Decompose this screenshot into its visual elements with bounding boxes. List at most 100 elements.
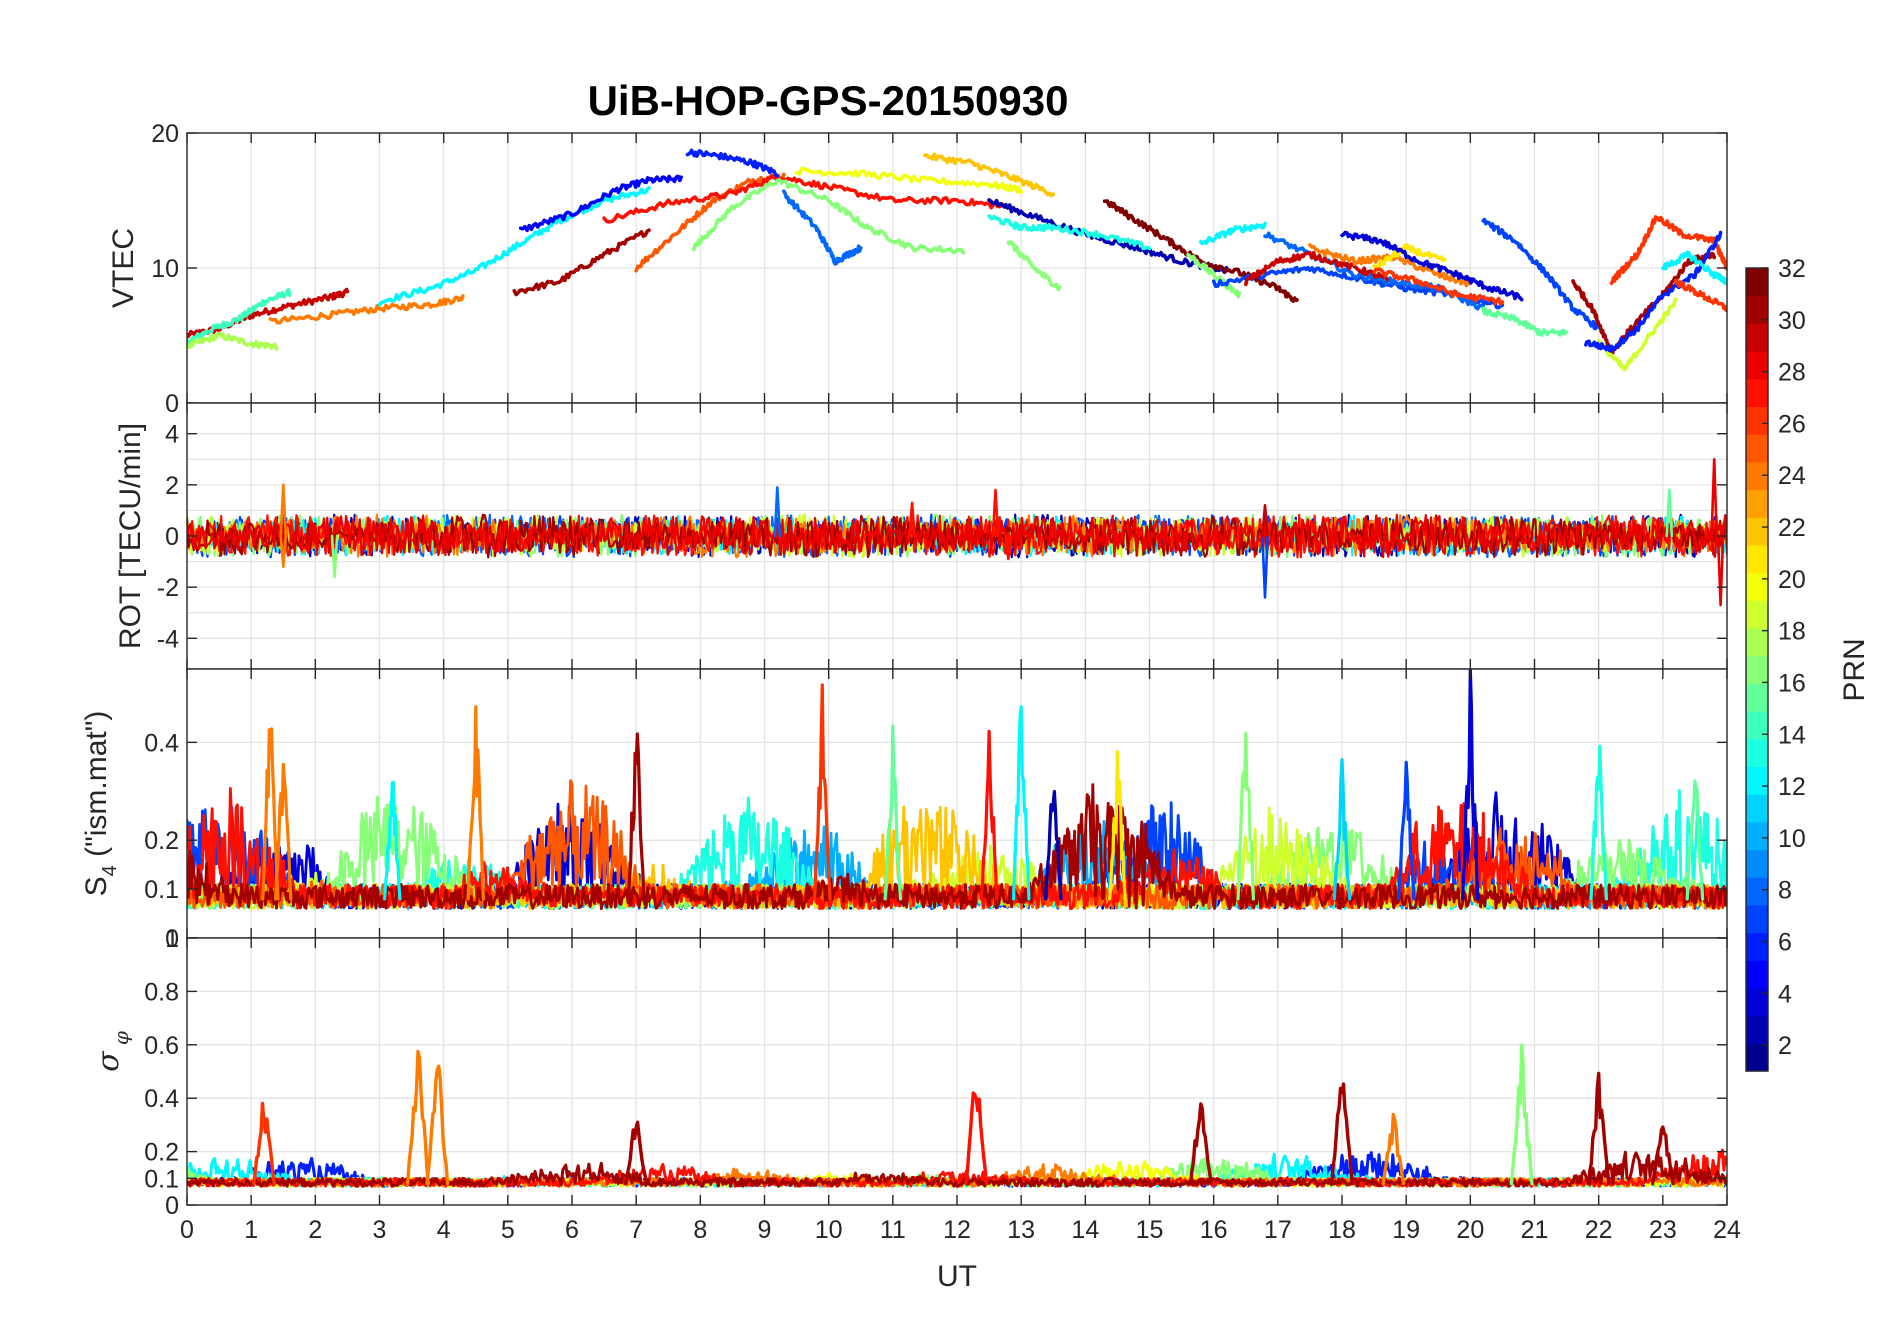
x-tick-label: 3 [373, 1216, 387, 1244]
rot-spike [1261, 534, 1269, 599]
vtec-series-prn-7 [1481, 217, 1601, 331]
rot-spike [773, 486, 782, 538]
rot-series-prn-29 [187, 513, 1727, 559]
y-tick-label: -4 [157, 625, 179, 653]
s4-peak [1589, 744, 1608, 901]
x-tick-label: 9 [758, 1216, 772, 1244]
colorbar-segment [1746, 572, 1768, 601]
colorbar-segment [1746, 406, 1768, 435]
colorbar-tick-label: 14 [1778, 721, 1806, 749]
y-tick-label: 0.1 [144, 1165, 179, 1193]
colorbar-segment [1746, 1015, 1768, 1044]
s4-peak [466, 705, 485, 901]
x-tick-label: 12 [943, 1216, 971, 1244]
colorbar-tick-label: 12 [1778, 773, 1806, 801]
colorbar-tick-label: 24 [1778, 462, 1806, 490]
s4-peak [274, 762, 293, 901]
panel-vtec-ylabel: VTEC [107, 228, 140, 308]
x-tick-label: 20 [1456, 1216, 1484, 1244]
colorbar-segment [1746, 378, 1768, 408]
y-tick-label: 0 [165, 925, 179, 953]
panel-sigma-series [187, 1043, 1727, 1188]
panel-sigma: 00.10.20.40.60.81σ φ [91, 925, 1728, 1220]
colorbar-segment [1746, 683, 1768, 712]
x-tick-label: 2 [308, 1216, 322, 1244]
s4-peak [1396, 760, 1416, 901]
rot-series-prn-8 [187, 513, 1727, 559]
x-tick-label: 22 [1585, 1216, 1613, 1244]
vtec-series-prn-26 [1673, 278, 1727, 313]
y-tick-label: 20 [151, 120, 179, 148]
vtec-series-prn-3 [1340, 230, 1524, 302]
panel-sigma-ylabel: σ φ [91, 1031, 133, 1072]
rot-spike [279, 483, 288, 538]
sigma-series-prn-31 [187, 1149, 1727, 1188]
rot-spike [330, 534, 339, 579]
colorbar-segment [1746, 517, 1768, 546]
x-tick-label: 8 [693, 1216, 707, 1244]
x-tick-label: 13 [1007, 1216, 1035, 1244]
sigma-peak [1509, 1043, 1534, 1186]
colorbar-segment [1746, 877, 1768, 906]
colorbar-tick-label: 22 [1778, 514, 1806, 542]
colorbar-tick-label: 26 [1778, 410, 1806, 438]
vtec-series-prn-5 [685, 148, 780, 178]
y-tick-label: 0.4 [144, 1085, 179, 1113]
vtec-series-prn-30 [187, 287, 350, 339]
rot-spike [1261, 504, 1269, 538]
colorbar-segment [1746, 600, 1768, 629]
vtec-series-prn-28 [602, 174, 1011, 224]
s4-series-prn-28 [187, 787, 1727, 910]
panel-rot-series [187, 458, 1727, 607]
vtec-series-prn-24 [1308, 243, 1473, 288]
colorbar-tick-label: 28 [1778, 359, 1806, 387]
x-tick-label: 11 [880, 1216, 906, 1244]
colorbar-segment [1746, 987, 1768, 1017]
y-tick-label: 0 [165, 1192, 179, 1220]
colorbar-tick-label: 30 [1778, 307, 1806, 335]
x-tick-label: 21 [1521, 1216, 1549, 1244]
colorbar-tick-label: 8 [1778, 877, 1792, 905]
s4-peak [261, 727, 280, 901]
sigma-peak [1650, 1125, 1675, 1186]
rot-spike [991, 488, 1000, 538]
vtec-series-prn-21 [1372, 243, 1447, 270]
s4-peak [1332, 758, 1352, 901]
colorbar-label: PRN [1838, 638, 1871, 701]
vtec-series-prn-5 [1584, 230, 1723, 353]
x-tick-label: 14 [1071, 1216, 1099, 1244]
vtec-series-prn-12 [377, 186, 651, 307]
panel-s4-series [187, 669, 1727, 911]
y-tick-label: 0.8 [144, 978, 179, 1006]
colorbar-tick-label: 32 [1778, 255, 1806, 283]
s4-peak [1236, 731, 1255, 901]
sigma-peak [425, 1064, 450, 1186]
vtec-series-prn-32 [1102, 199, 1299, 303]
y-tick-label: 1 [165, 925, 179, 953]
vtec-series-prn-2 [987, 198, 1229, 275]
colorbar-segment [1746, 655, 1768, 684]
y-tick-label: -2 [157, 574, 179, 602]
x-tick-label: 18 [1328, 1216, 1356, 1244]
colorbar-segment [1746, 489, 1768, 518]
rot-series-prn-31 [187, 513, 1727, 559]
panel-s4-ylabel: S4 ("ism.mat") [80, 711, 121, 897]
x-tick-label: 15 [1136, 1216, 1164, 1244]
colorbar-segment [1746, 295, 1768, 324]
x-tick-label: 10 [815, 1216, 843, 1244]
x-tick-label: 16 [1200, 1216, 1228, 1244]
colorbar-segment [1746, 711, 1768, 740]
colorbar-segment [1746, 849, 1768, 878]
vtec-series-prn-16 [1006, 240, 1062, 292]
y-tick-label: 0.2 [144, 827, 179, 855]
x-tick-label: 6 [565, 1216, 579, 1244]
chart-title: UiB-HOP-GPS-20150930 [588, 77, 1069, 124]
vtec-series-prn-22 [923, 152, 1056, 198]
x-tick-label: 5 [501, 1216, 515, 1244]
colorbar-segment [1746, 434, 1768, 463]
x-tick-label: 24 [1713, 1216, 1741, 1244]
colorbar-segment [1746, 932, 1768, 961]
sigma-peak [1330, 1082, 1354, 1186]
